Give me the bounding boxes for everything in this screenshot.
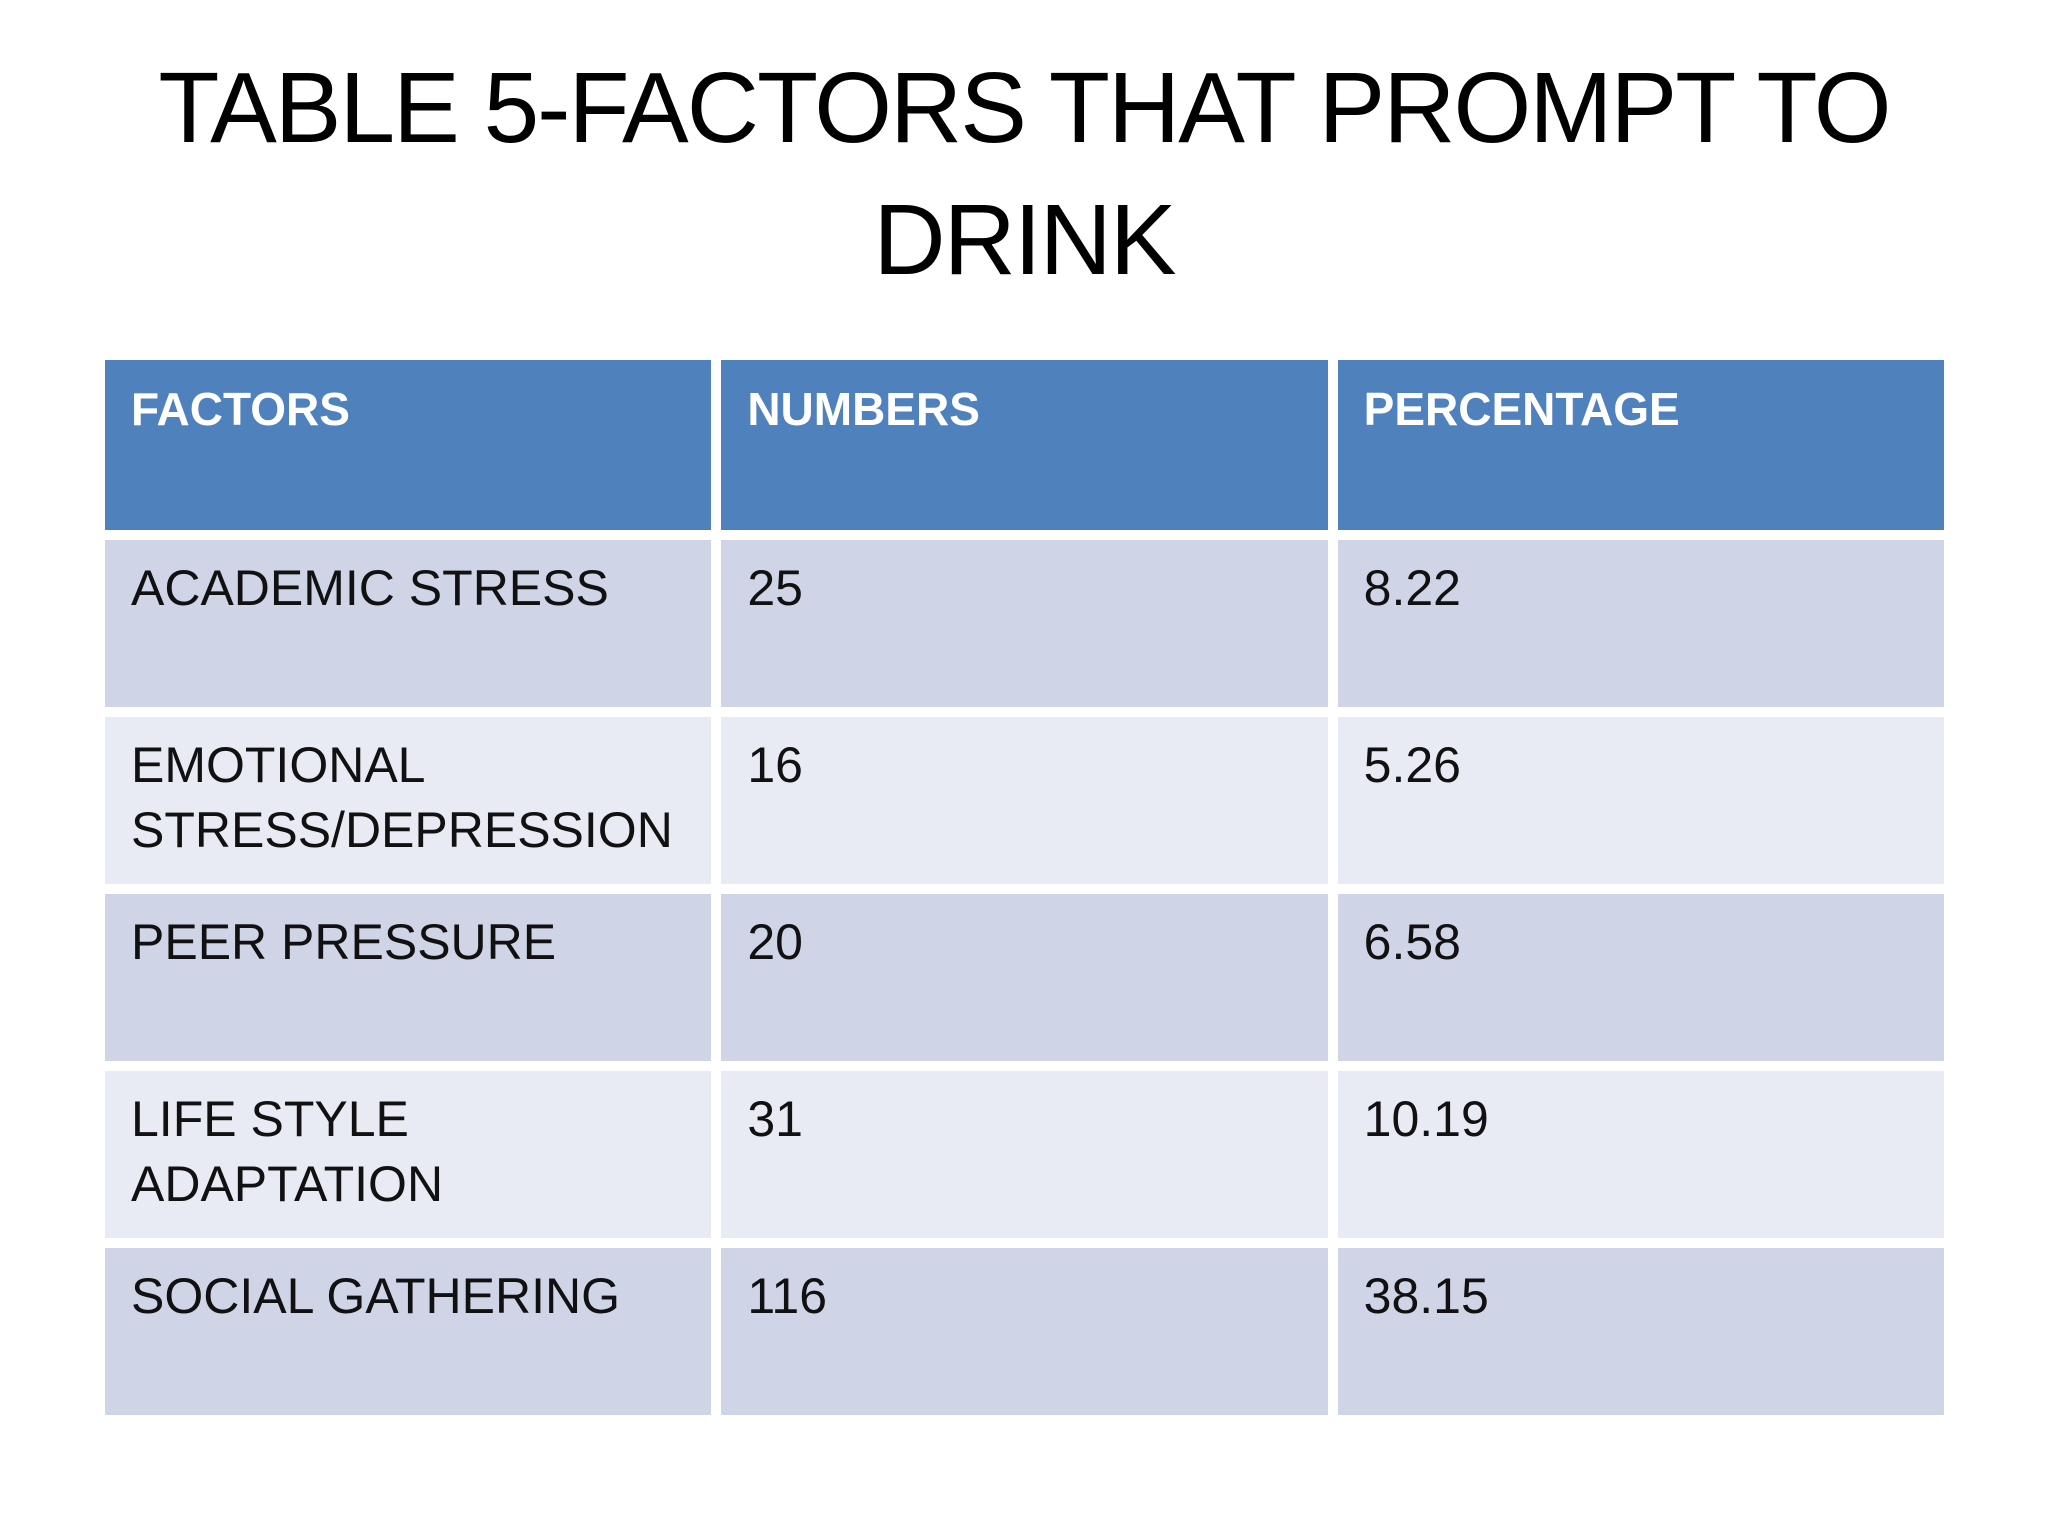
table-cell-percentage: 5.26 [1337, 717, 1944, 884]
table-header-numbers: NUMBERS [721, 360, 1328, 530]
table-cell-number: 16 [721, 717, 1328, 884]
table-cell-percentage: 10.19 [1337, 1071, 1944, 1238]
table-header-percentage: PERCENTAGE [1337, 360, 1944, 530]
table-cell-percentage: 6.58 [1337, 894, 1944, 1061]
slide-title-line-2: DRINK [873, 184, 1176, 296]
table-cell-number: 31 [721, 1071, 1328, 1238]
slide-title-line-1: TABLE 5-FACTORS THAT PROMPT TO [158, 52, 1891, 164]
table-header-factors: FACTORS [105, 360, 712, 530]
table-cell-number: 25 [721, 540, 1328, 707]
table-cell-factor: EMOTIONAL STRESS/DEPRESSION [105, 717, 712, 884]
table-cell-factor: LIFE STYLE ADAPTATION [105, 1071, 712, 1238]
slide-title: TABLE 5-FACTORS THAT PROMPT TO DRINK [0, 42, 2048, 306]
table-cell-factor: PEER PRESSURE [105, 894, 712, 1061]
table-cell-percentage: 38.15 [1337, 1248, 1944, 1415]
table-cell-factor: SOCIAL GATHERING [105, 1248, 712, 1415]
table-cell-number: 20 [721, 894, 1328, 1061]
table-cell-factor: ACADEMIC STRESS [105, 540, 712, 707]
table-cell-number: 116 [721, 1248, 1328, 1415]
factors-table: FACTORS NUMBERS PERCENTAGE ACADEMIC STRE… [105, 360, 1944, 1415]
table-cell-percentage: 8.22 [1337, 540, 1944, 707]
